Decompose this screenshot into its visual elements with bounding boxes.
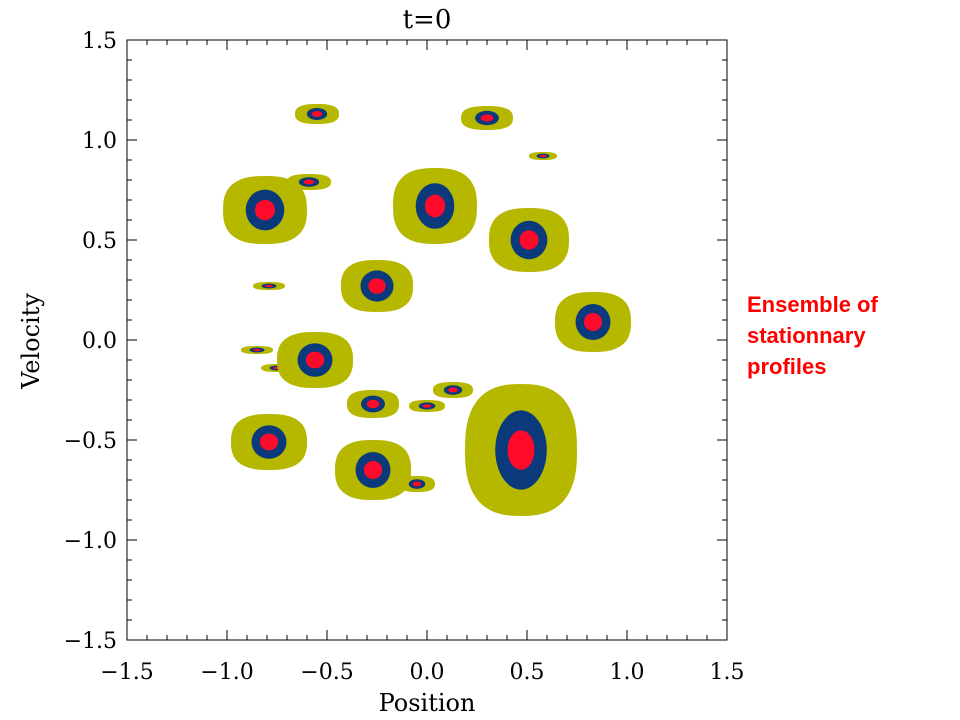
profile-core-level [254,199,276,221]
y-tick-label: 0.0 [82,329,117,354]
profile [341,260,413,312]
annotation-line: stationnary [747,323,866,348]
profile-core-level [259,433,279,451]
axis-ticks [126,39,728,641]
x-tick-label: −0.5 [300,660,353,685]
profile-core-level [412,481,422,487]
profile-core-level [424,194,446,218]
profile-core-level [363,461,383,479]
chart-title: t=0 [403,5,452,35]
y-tick-label: 0.5 [82,229,117,254]
plot-frame [126,39,728,641]
profile-core-level [253,348,261,352]
y-tick-label: −0.5 [64,429,117,454]
y-tick-label: 1.5 [82,29,117,54]
profile-core-level [448,387,458,393]
x-axis-label: Position [379,689,476,717]
x-tick-label: 1.5 [710,660,745,685]
profile [489,208,569,272]
profile [409,400,445,412]
profile-core-level [366,399,380,409]
profile [399,476,435,492]
profile-core-level [305,351,325,369]
annotation: Ensemble of stationnary profiles [747,289,947,382]
y-axis-label: Velocity [17,293,45,390]
x-tick-label: −1.0 [200,660,253,685]
y-tick-label: −1.5 [64,629,117,654]
profile-core-level [422,404,432,408]
y-tick-labels: −1.5 −1.0 −0.5 0.0 0.5 1.0 1.5 [64,29,117,654]
profile-core-level [311,111,323,117]
profile-core-level [480,114,494,122]
profile-core-level [507,430,535,470]
profile-core-level [539,154,547,158]
profile [347,390,399,418]
profile [393,168,477,244]
x-tick-label: 1.0 [610,660,645,685]
x-tick-label: 0.0 [410,660,445,685]
x-tick-label: 0.5 [510,660,545,685]
profile [433,382,473,398]
y-tick-label: 1.0 [82,129,117,154]
profile [277,332,353,388]
profile [335,440,411,500]
profile [223,176,307,244]
profile-core-level [368,278,386,294]
profile [253,282,285,290]
profile-core-level [519,230,539,250]
profile [241,346,273,354]
profile-core-level [303,179,315,185]
x-tick-label: −1.5 [100,660,153,685]
annotation-line: profiles [747,354,827,379]
profile [461,106,513,130]
contour-layer [223,104,631,516]
profile [555,292,631,352]
profile-core-level [265,284,273,288]
profile [295,104,339,124]
profile [529,152,557,160]
y-tick-label: −1.0 [64,529,117,554]
annotation-line: Ensemble of [747,292,878,317]
x-tick-labels: −1.5 −1.0 −0.5 0.0 0.5 1.0 1.5 [100,660,744,685]
profile [465,384,577,516]
profile [231,414,307,470]
profile-core-level [583,313,603,331]
